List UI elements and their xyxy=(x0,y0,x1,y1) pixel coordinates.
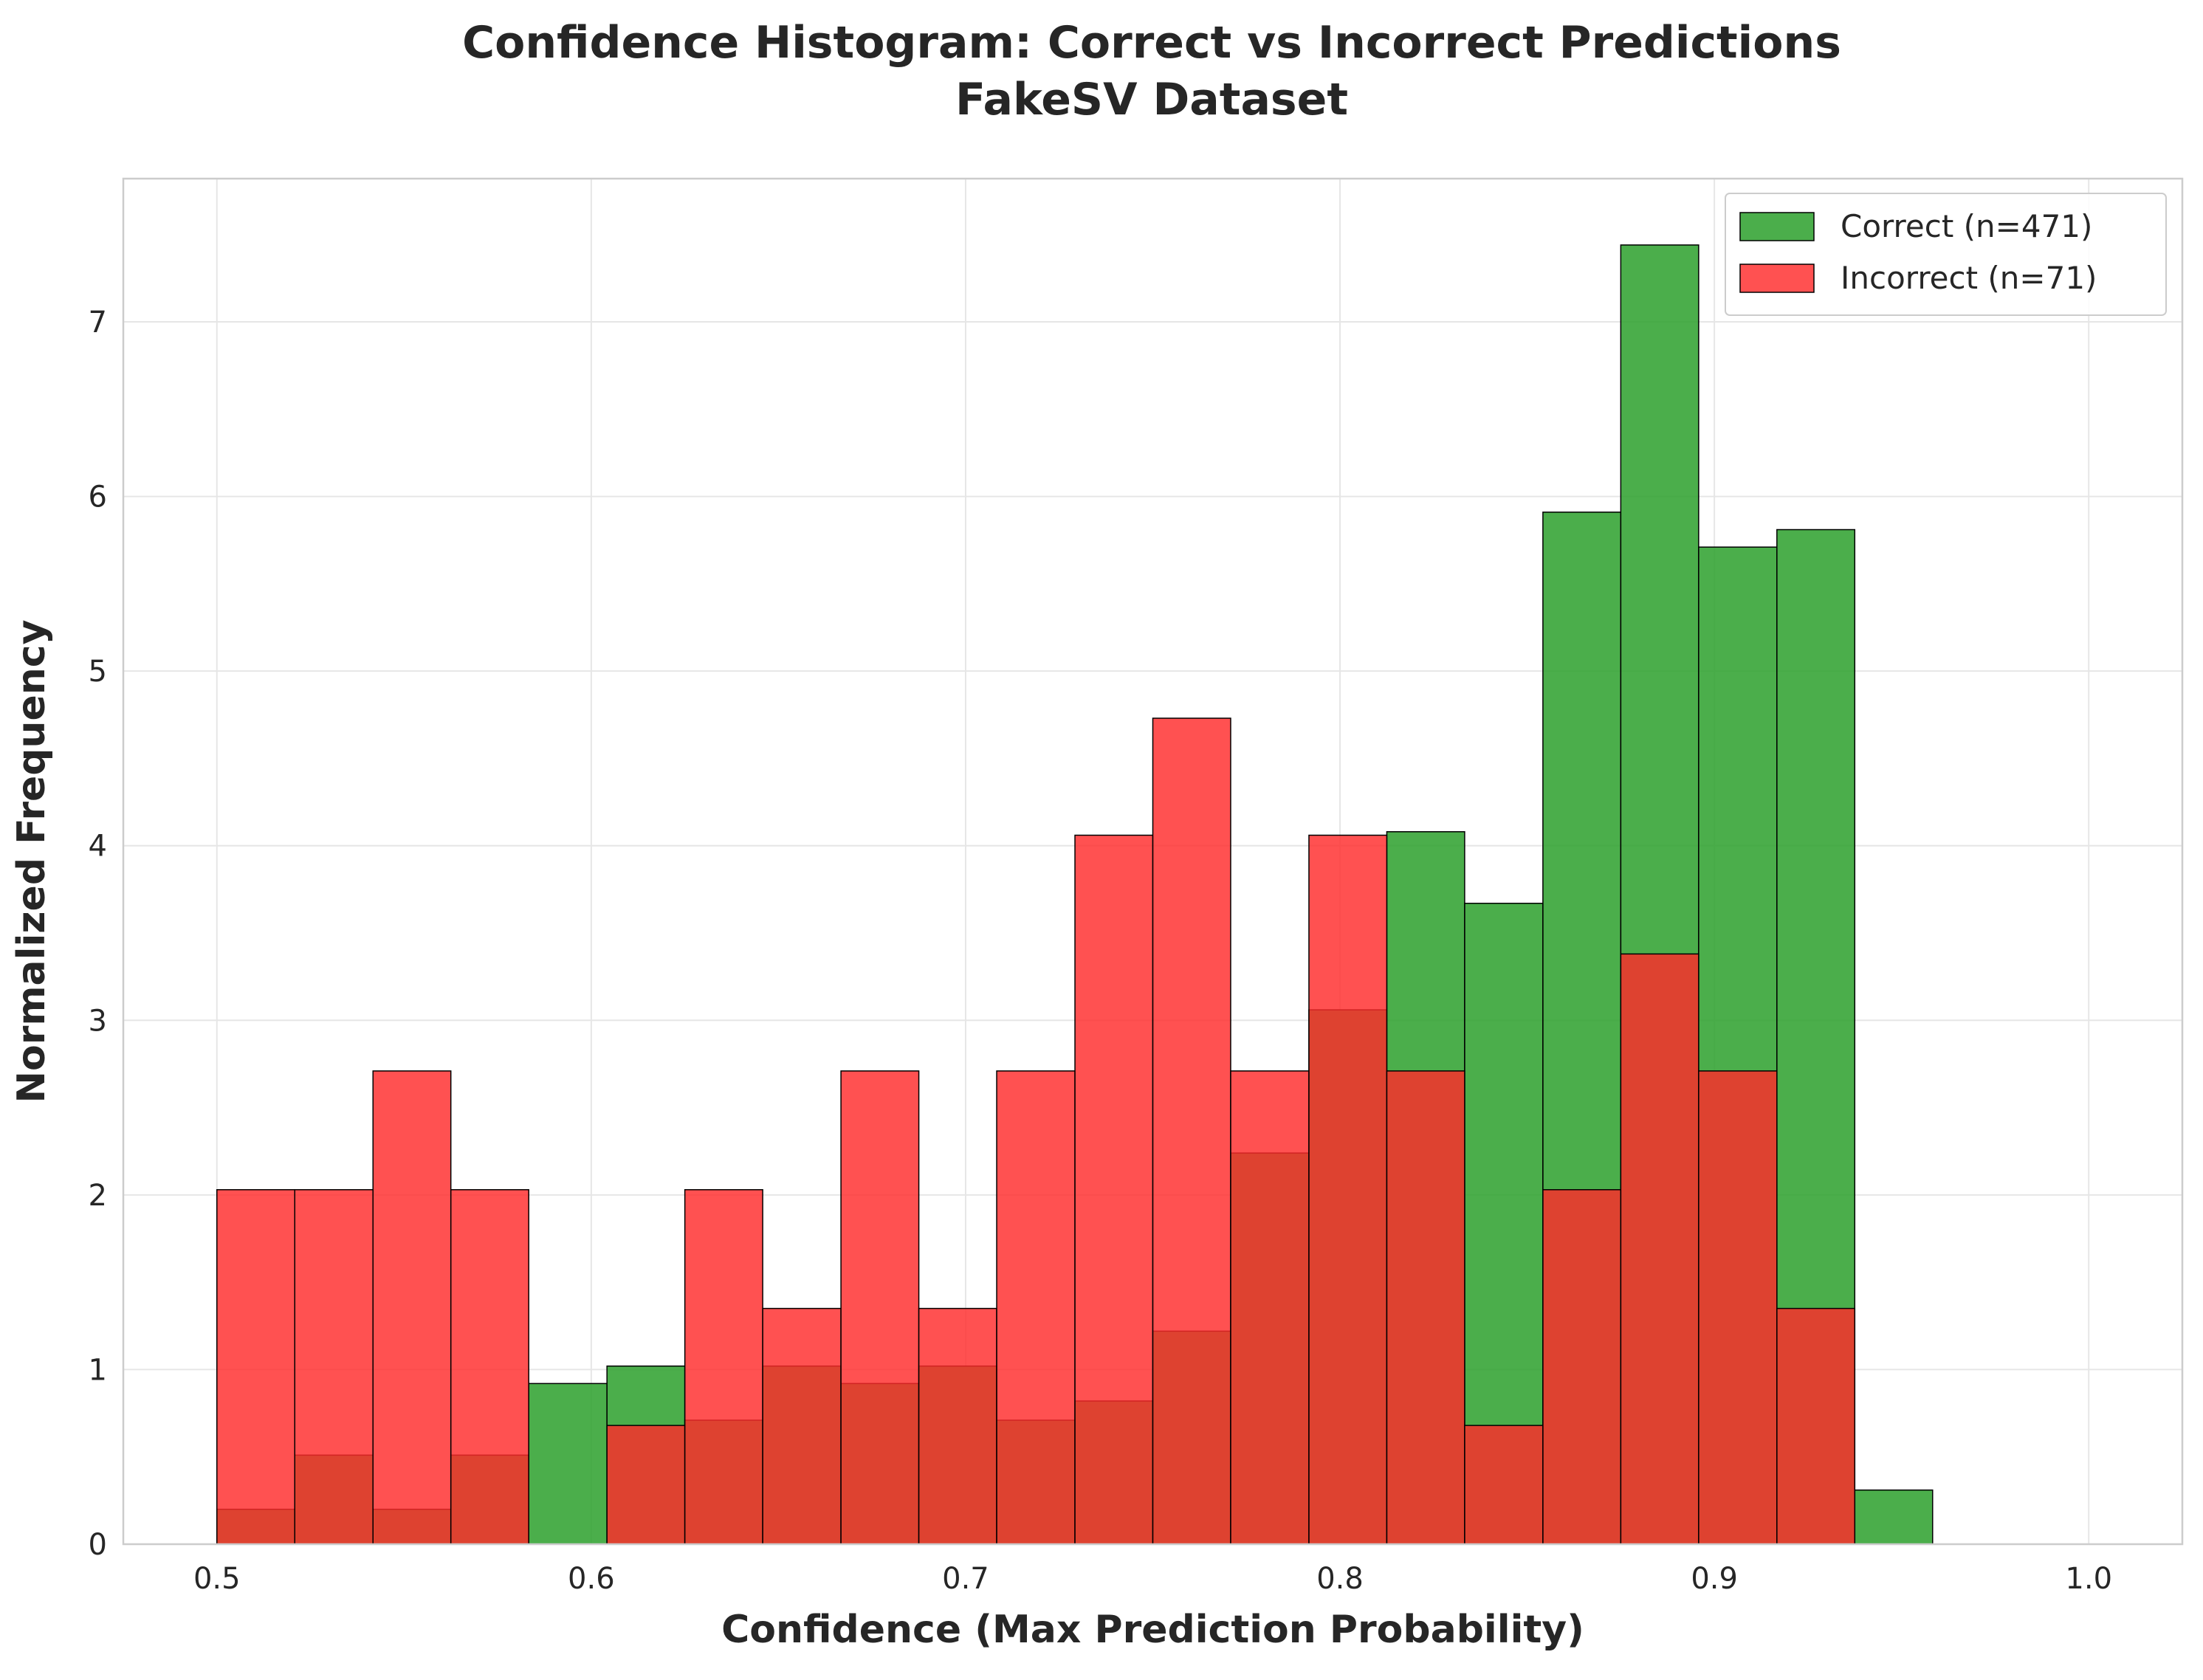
incorrect-bar xyxy=(372,1070,452,1545)
plot-area-frame xyxy=(122,177,2184,1546)
x-tick-label: 1.0 xyxy=(2065,1562,2112,1596)
incorrect-bar xyxy=(840,1070,920,1545)
incorrect-bar xyxy=(1230,1070,1310,1545)
incorrect-bar xyxy=(1698,1070,1778,1545)
incorrect-bar xyxy=(762,1307,842,1545)
incorrect-bar xyxy=(606,1425,686,1545)
legend-swatch-correct xyxy=(1739,212,1815,241)
correct-bar xyxy=(528,1383,608,1545)
x-axis-label: Confidence (Max Prediction Probability) xyxy=(721,1608,1584,1652)
y-tick-label: 0 xyxy=(89,1528,107,1562)
incorrect-bar xyxy=(684,1189,763,1545)
incorrect-bar xyxy=(450,1189,529,1545)
y-tick-label: 2 xyxy=(89,1179,107,1213)
y-tick-label: 7 xyxy=(89,306,107,340)
x-axis-ticks: 0.5 0.6 0.7 0.8 0.9 1.0 xyxy=(193,1562,2112,1596)
legend-box xyxy=(1725,193,2167,316)
y-tick-label: 4 xyxy=(89,830,107,864)
chart-title: Confidence Histogram: Correct vs Incorre… xyxy=(462,17,1841,69)
x-tick-label: 0.8 xyxy=(1316,1562,1364,1596)
y-tick-label: 1 xyxy=(89,1353,107,1387)
y-tick-label: 5 xyxy=(89,655,107,689)
x-tick-label: 0.5 xyxy=(193,1562,241,1596)
x-tick-label: 0.9 xyxy=(1691,1562,1738,1596)
incorrect-bar xyxy=(1074,834,1154,1545)
x-tick-label: 0.6 xyxy=(568,1562,615,1596)
y-axis-label: Normalized Frequency xyxy=(10,619,54,1103)
incorrect-bar xyxy=(918,1307,997,1545)
chart-subtitle: FakeSV Dataset xyxy=(955,74,1348,125)
y-tick-label: 3 xyxy=(89,1004,107,1038)
incorrect-bar xyxy=(996,1070,1076,1545)
incorrect-bar xyxy=(1776,1307,1856,1545)
incorrect-bar xyxy=(216,1189,295,1545)
legend: Correct (n=471) Incorrect (n=71) xyxy=(1725,193,2167,316)
legend-swatch-incorrect xyxy=(1739,264,1815,293)
legend-label-incorrect: Incorrect (n=71) xyxy=(1841,260,2097,296)
series-incorrect-bars xyxy=(216,717,1856,1545)
incorrect-bar xyxy=(1464,1425,1544,1545)
incorrect-bar xyxy=(1620,953,1699,1545)
incorrect-bar xyxy=(1308,834,1388,1545)
incorrect-bar xyxy=(1152,717,1231,1545)
incorrect-bar xyxy=(294,1189,374,1545)
x-tick-label: 0.7 xyxy=(942,1562,989,1596)
legend-label-correct: Correct (n=471) xyxy=(1841,208,2092,244)
y-axis-ticks: 0 1 2 3 4 5 6 7 xyxy=(89,306,107,1562)
y-tick-label: 6 xyxy=(89,481,107,514)
correct-bar xyxy=(1854,1489,1934,1545)
incorrect-bar xyxy=(1542,1189,1622,1545)
incorrect-bar xyxy=(1386,1070,1465,1545)
